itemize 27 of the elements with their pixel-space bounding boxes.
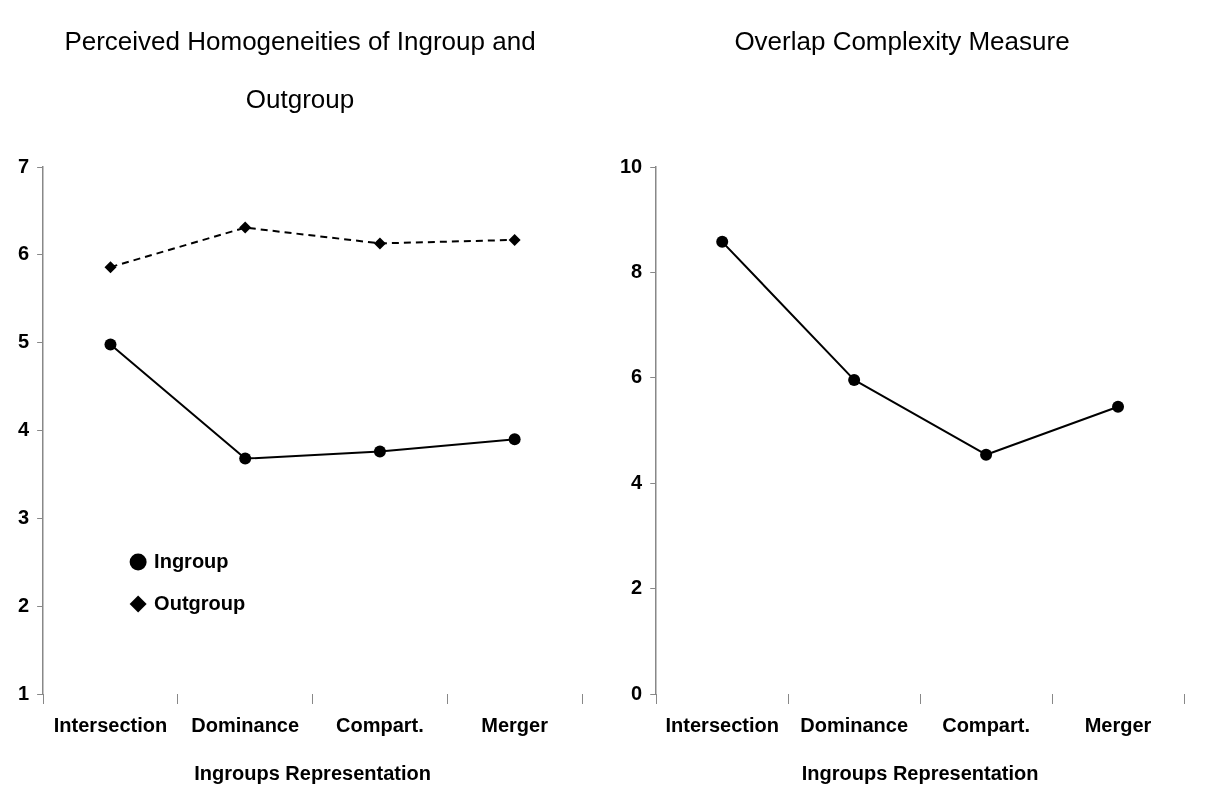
y-tick-label: 4 xyxy=(631,470,644,493)
x-tick-label: Intersection xyxy=(665,713,779,736)
x-axis-title: Ingroups Representation xyxy=(801,761,1039,784)
y-tick-label: 2 xyxy=(18,593,30,616)
y-tick-label: 2 xyxy=(631,576,643,599)
x-tick-label: Dominance xyxy=(800,713,909,736)
x-tick-label: Merger xyxy=(1084,713,1152,736)
x-tick-label: Dominance xyxy=(191,713,300,736)
chart-title: Perceived Homogeneities of Ingroup and Outgroup xyxy=(63,25,537,116)
y-tick-label: 5 xyxy=(18,330,30,353)
legend-label: Ingroup xyxy=(154,549,229,572)
x-axis-title: Ingroups Representation xyxy=(194,761,431,784)
x-tick-label: Intersection xyxy=(53,713,168,736)
y-tick-label: 8 xyxy=(631,259,643,282)
y-tick-label: 6 xyxy=(18,242,30,265)
y-tick-label: 6 xyxy=(631,365,643,388)
y-tick-label: 4 xyxy=(18,418,30,441)
legend-label: Outgroup xyxy=(154,591,246,614)
x-tick-label: Merger xyxy=(481,713,549,736)
chart-title: Overlap Complexity Measure xyxy=(733,25,1071,58)
y-tick-label: 3 xyxy=(18,505,30,528)
x-tick-label: Compart. xyxy=(336,713,424,736)
y-tick-label: 7 xyxy=(18,154,30,177)
x-tick-label: Compart. xyxy=(942,713,1030,736)
y-tick-label: 0 xyxy=(631,681,643,704)
y-tick-label: 1 xyxy=(18,681,30,704)
y-tick-label: 10 xyxy=(620,154,643,177)
